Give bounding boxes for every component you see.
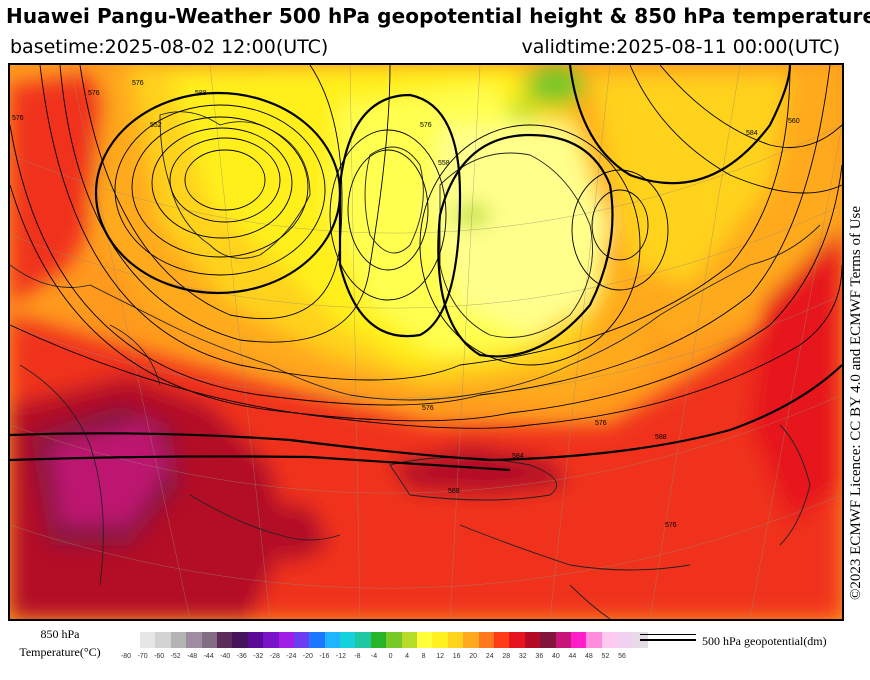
validtime-label: validtime:2025-08-11 00:00(UTC)	[521, 36, 840, 58]
contour-label: 552	[150, 122, 162, 129]
colorbar-tick-label: -80	[120, 653, 132, 660]
contour-label: 584	[746, 130, 758, 137]
license-text: ©2023 ECMWF Licence: CC BY 4.0 and ECMWF…	[848, 205, 864, 600]
map-svg: 576 588 552 576 558 560 584 576 576 588 …	[10, 65, 842, 619]
basetime-label: basetime:2025-08-02 12:00(UTC)	[10, 36, 329, 58]
contour-label: 588	[655, 434, 667, 441]
colorbar-swatch	[263, 632, 279, 648]
contour-label: 588	[195, 90, 207, 97]
colorbar-swatch	[216, 632, 233, 648]
colorbar-swatch	[478, 632, 494, 648]
colorbar-swatch	[463, 632, 479, 648]
colorbar-swatch	[540, 632, 556, 648]
coastlines	[10, 111, 821, 619]
colorbar-swatch	[386, 632, 402, 648]
geopotential-contours-thick	[10, 65, 842, 472]
colorbar-swatch	[586, 632, 602, 648]
colorbar-tick-label: -12	[335, 653, 346, 660]
colorbar-tick-label: 16	[452, 653, 461, 660]
colorbar-tick-label: 56	[618, 653, 626, 660]
colorbar-tick-label: 20	[469, 653, 478, 660]
colorbar-swatch	[370, 632, 387, 648]
colorbar-tick-label: 32	[518, 653, 527, 660]
colorbar-swatch	[493, 632, 510, 648]
contour-label: 576	[422, 405, 434, 412]
temperature-shading	[10, 65, 842, 619]
colorbar-swatch	[555, 632, 571, 648]
colorbar-swatch	[447, 632, 464, 648]
colorbar-tick-label: -48	[187, 653, 198, 660]
colorbar-swatch	[340, 632, 356, 648]
temperature-colorbar-ticks: -80 -70 -60 -52 -48 -44 -40 -36 -32 -28 -24 -20 -16-…	[118, 653, 638, 665]
colorbar-tick-label: -8	[354, 653, 361, 660]
colorbar-swatch	[170, 632, 187, 648]
colorbar-tick-label: -16	[319, 653, 330, 660]
colorbar-tick-label: -32	[253, 653, 264, 660]
colorbar-tick-label: 12	[436, 653, 445, 660]
colorbar-tick-label: -36	[236, 653, 247, 660]
temperature-legend-label-line2: Temperature(°C)	[19, 645, 101, 659]
colorbar-tick-label: -44	[203, 653, 214, 660]
geopotential-legend-label: 500 hPa geopotential(dm)	[702, 634, 827, 648]
contour-label: 576	[12, 115, 24, 122]
colorbar-swatch	[140, 632, 156, 648]
colorbar-swatch	[355, 632, 371, 648]
colorbar-tick-label: -70	[137, 653, 148, 660]
colorbar-swatch	[155, 632, 171, 648]
contour-label: 560	[788, 118, 800, 125]
colorbar-swatch	[309, 632, 325, 648]
colorbar-tick-label: -20	[302, 653, 313, 660]
weather-map[interactable]: 576 588 552 576 558 560 584 576 576 588 …	[8, 63, 844, 621]
colorbar-tick-label: -40	[220, 653, 231, 660]
colorbar-swatch	[232, 632, 248, 648]
colorbar-tick-label: 52	[601, 653, 610, 660]
colorbar-swatch	[201, 632, 217, 648]
colorbar-swatch	[432, 632, 448, 648]
colorbar-tick-label: 28	[502, 653, 511, 660]
colorbar-swatch	[324, 632, 341, 648]
geopotential-legend-lines	[640, 634, 696, 641]
colorbar-swatch	[524, 632, 541, 648]
colorbar-tick-label: 24	[485, 653, 494, 660]
temperature-legend-label-line1: 850 hPa	[40, 627, 80, 641]
colorbar-swatch	[293, 632, 310, 648]
geopotential-legend: 500 hPa geopotential(dm)	[640, 630, 860, 650]
colorbar-tick-label: -52	[170, 653, 181, 660]
colorbar-tick-label: 36	[535, 653, 544, 660]
chart-title: Huawei Pangu-Weather 500 hPa geopotentia…	[6, 4, 870, 28]
colorbar-swatch	[278, 632, 294, 648]
contour-labels: 576 588 552 576 558 560 584 576 576 588 …	[12, 80, 800, 529]
colorbar-swatch	[509, 632, 525, 648]
colorbar-tick-label: -28	[269, 653, 280, 660]
colorbar-swatch	[570, 632, 587, 648]
colorbar-tick-label: 40	[551, 653, 560, 660]
colorbar-swatch	[617, 632, 633, 648]
colorbar-swatch	[186, 632, 202, 648]
contour-label: 576	[595, 420, 607, 427]
colorbar-tick-label: 0	[388, 653, 393, 660]
contour-label: 576	[132, 80, 144, 87]
colorbar-swatch	[417, 632, 433, 648]
colorbar-tick-label: -4	[370, 653, 378, 660]
geopotential-contours-thin	[10, 65, 842, 429]
colorbar-tick-label: -60	[154, 653, 165, 660]
contour-label: 576	[420, 122, 432, 129]
contour-label: 584	[512, 453, 524, 460]
temperature-colorbar	[140, 632, 648, 648]
contour-label: 576	[665, 522, 677, 529]
colorbar-swatch	[401, 632, 418, 648]
colorbar-swatch	[247, 632, 264, 648]
graticule	[10, 65, 842, 619]
contour-label: 558	[438, 160, 450, 167]
colorbar-tick-label: -24	[286, 653, 297, 660]
contour-label: 576	[88, 90, 100, 97]
colorbar-swatch	[601, 632, 618, 648]
colorbar-tick-label: 4	[405, 653, 410, 660]
colorbar-tick-label: 48	[585, 653, 593, 660]
contour-label: 588	[448, 488, 460, 495]
colorbar-tick-label: 44	[568, 653, 577, 660]
colorbar-tick-label: 8	[421, 653, 426, 660]
